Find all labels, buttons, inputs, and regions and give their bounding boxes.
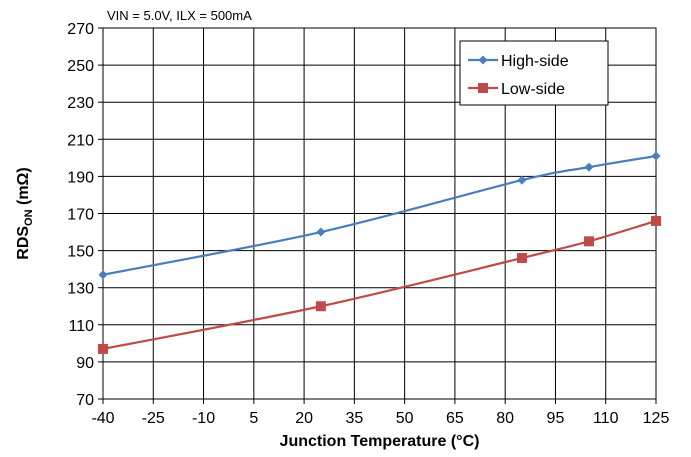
condition-annotation: VIN = 5.0V, ILX = 500mA: [107, 8, 252, 23]
y-tick-label: 130: [67, 281, 94, 298]
y-axis-title: RDSON (mΩ): [15, 167, 35, 259]
series-line-low-side: [102, 219, 657, 350]
x-tick-label: -40: [91, 410, 114, 427]
legend: High-side Low-side: [459, 40, 609, 106]
legend-label-high-side: High-side: [501, 53, 569, 70]
y-tick-label: 210: [67, 132, 94, 149]
series-low-side: [98, 215, 661, 354]
y-tick-label: 110: [68, 318, 94, 335]
data-point-low-side: [583, 236, 594, 247]
tick-labels: -40 -25 -10 5 20 35 50 65 80 95 110 125 70 90 110 130 15…: [67, 21, 669, 427]
legend-marker-high-side: [478, 55, 488, 65]
series-line-high-side: [102, 154, 657, 276]
x-tick-label: 35: [345, 410, 363, 427]
data-point-high-side: [316, 227, 326, 237]
x-tick-label: 50: [396, 410, 414, 427]
y-tick-label: 230: [67, 95, 94, 112]
x-tick-label: 95: [547, 410, 565, 427]
y-tick-label: 170: [67, 207, 94, 224]
y-tick-label: 270: [67, 21, 94, 38]
data-point-low-side: [651, 215, 661, 226]
y-axis-title-unit: (mΩ): [15, 167, 32, 209]
y-tick-label: 70: [76, 392, 94, 409]
legend-entry-high-side: High-side: [468, 53, 569, 70]
x-tick-label: 65: [446, 410, 464, 427]
x-tick-label: 20: [295, 410, 313, 427]
series-layer: [98, 151, 661, 354]
y-axis-title-main: RDS: [15, 226, 32, 260]
y-tick-label: 190: [67, 169, 94, 186]
data-point-high-side: [517, 175, 527, 185]
x-tick-label: 80: [496, 410, 514, 427]
data-point-low-side: [516, 253, 527, 264]
x-tick-label: 5: [249, 410, 258, 427]
y-tick-label: 150: [67, 244, 94, 261]
legend-marker-low-side: [478, 83, 488, 93]
data-point-high-side: [651, 151, 661, 161]
y-axis-title-subscript: ON: [23, 209, 35, 226]
series-high-side: [98, 151, 661, 280]
data-point-high-side: [98, 270, 108, 280]
axes: [98, 27, 657, 404]
y-tick-label: 250: [67, 58, 94, 75]
x-axis-title: Junction Temperature (°C): [280, 433, 480, 450]
x-tick-label: -10: [192, 410, 215, 427]
x-tick-label: -25: [142, 410, 165, 427]
x-tick-label: 110: [593, 410, 619, 427]
data-point-low-side: [315, 301, 326, 312]
y-tick-label: 90: [76, 355, 94, 372]
legend-entries: High-side Low-side: [468, 53, 569, 98]
data-point-low-side: [98, 343, 108, 354]
legend-entry-low-side: Low-side: [468, 81, 565, 98]
legend-label-low-side: Low-side: [501, 81, 565, 98]
x-tick-label: 125: [643, 410, 670, 427]
legend-box: [459, 40, 609, 106]
data-point-high-side: [584, 162, 594, 172]
